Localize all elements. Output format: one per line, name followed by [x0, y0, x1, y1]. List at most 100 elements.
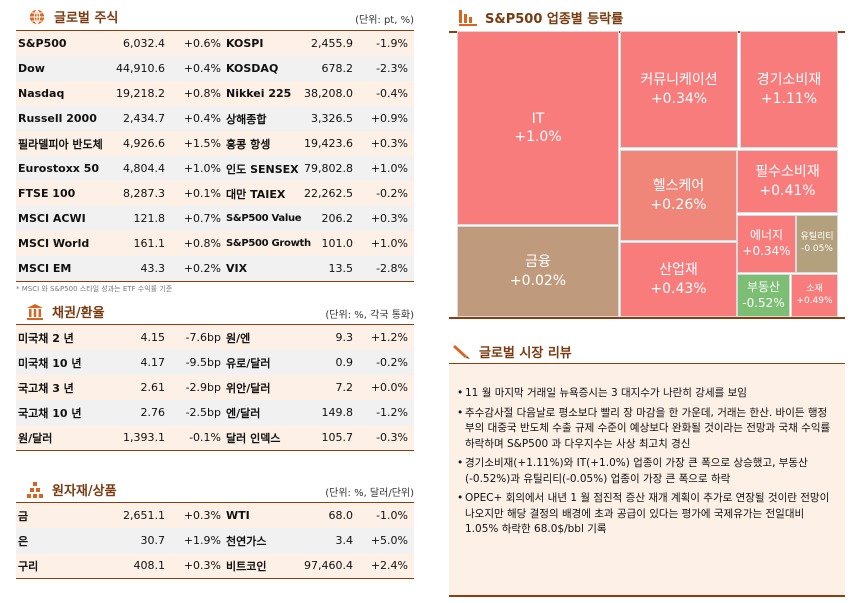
sector-tile: 유틸리티 -0.05%	[796, 215, 838, 273]
table-row: 금 2,651.1 +0.3% WTI 68.0 -1.0%	[16, 503, 414, 528]
cell-change: -9.5bp	[185, 356, 221, 369]
cell-name: Nasdaq	[18, 87, 65, 100]
cell-change: +0.2%	[183, 262, 221, 275]
cell-change: +0.4%	[183, 112, 221, 125]
cell-value: 161.1	[133, 237, 166, 250]
cell-name: 국고채 10 년	[18, 406, 82, 420]
sector-change: +0.34%	[742, 244, 791, 258]
review-list: 11 월 마지막 거래일 뉴욕증시는 3 대지수가 나란히 강세를 보임 추수감…	[449, 364, 845, 595]
cell-change: +0.1%	[183, 187, 221, 200]
cell-name2: 위안/달러	[226, 381, 271, 395]
cell-change: -2.9bp	[185, 381, 221, 394]
cell-value: 4.15	[140, 331, 166, 344]
cell-value2: 97,460.4	[304, 559, 353, 572]
cell-name: Russell 2000	[18, 112, 97, 125]
cell-value2: 22,262.5	[304, 187, 353, 200]
sector-name: 소재	[806, 283, 823, 294]
cell-change: +0.3%	[183, 509, 221, 522]
sector-name: 부동산	[746, 279, 781, 294]
cell-change2: +0.3%	[370, 212, 408, 225]
cell-name: 미국채 2 년	[18, 331, 74, 345]
cell-change2: -2.8%	[376, 262, 408, 275]
sectors-section-title: S&P500 업종별 등락률	[459, 8, 623, 27]
sector-tile: 부동산 -0.52%	[737, 274, 790, 317]
cell-name: 필라델피아 반도체	[18, 137, 103, 151]
table-row: Dow 44,910.6 +0.4% KOSDAQ 678.2 -2.3%	[16, 56, 414, 81]
cell-name2: 홍콩 항셍	[226, 137, 271, 151]
cell-value2: 79,802.8	[304, 162, 353, 175]
table-row: 필라델피아 반도체 4,926.6 +1.5% 홍콩 항셍 19,423.6 +0.3%	[16, 131, 414, 156]
sector-change: +0.34%	[650, 90, 708, 107]
divider	[449, 317, 845, 319]
cell-name: FTSE 100	[18, 187, 76, 200]
sector-change: +1.0%	[514, 129, 562, 145]
sectors-title: S&P500 업종별 등락률	[485, 12, 624, 27]
bonds-table: 미국채 2 년 4.15 -7.6bp 원/엔 9.3 +1.2% 미국채 10 년 4.17…	[16, 324, 414, 451]
cell-name2: 상해종합	[226, 112, 267, 126]
cell-value: 44,910.6	[116, 62, 165, 75]
sector-change: +1.11%	[760, 90, 818, 107]
cell-value: 2,651.1	[123, 509, 165, 522]
cell-change2: -1.0%	[376, 509, 408, 522]
sector-name: 커뮤니케이션	[640, 72, 718, 89]
sector-tile: 경기소비재 +1.11%	[740, 31, 838, 148]
cell-name: 은	[18, 534, 29, 548]
cell-change2: +2.4%	[370, 559, 408, 572]
cell-change: -7.6bp	[185, 331, 221, 344]
sector-name: 산업재	[659, 262, 698, 279]
cell-name: Dow	[18, 62, 45, 75]
cell-change: -2.5bp	[185, 406, 221, 419]
cell-value2: 13.5	[328, 262, 354, 275]
bonds-title: 채권/환율	[52, 306, 105, 321]
cell-value: 4.17	[140, 356, 166, 369]
cell-name2: S&P500 Growth	[226, 238, 311, 249]
cell-change2: -0.3%	[376, 431, 408, 444]
cell-change2: -0.2%	[376, 187, 408, 200]
sector-name: 경기소비재	[756, 72, 822, 89]
review-bullet: OPEC+ 회의에서 내년 1 월 점진적 증산 재개 계획이 추가로 연장될 …	[457, 491, 835, 538]
cell-value: 43.3	[140, 262, 166, 275]
cell-name: 구리	[18, 559, 39, 573]
cell-name2: WTI	[226, 509, 250, 522]
cell-name2: 유로/달러	[226, 356, 271, 370]
cell-value2: 149.8	[321, 406, 354, 419]
sector-tile: IT +1.0%	[457, 31, 619, 225]
cell-name: Eurostoxx 50	[18, 162, 100, 175]
sector-tile: 금융 +0.02%	[457, 226, 619, 317]
cell-change: +0.8%	[183, 87, 221, 100]
cell-name2: 원/엔	[226, 331, 251, 345]
cell-change: +0.7%	[183, 212, 221, 225]
equity-unit: (단위: pt, %)	[355, 15, 414, 26]
equity-footnote: * MSCI 와 S&P500 스타일 성과는 ETF 수익률 기준	[16, 285, 173, 293]
cell-change2: +0.9%	[370, 112, 408, 125]
bar-chart-icon	[459, 9, 477, 26]
sector-treemap: IT +1.0% 금융 +0.02% 커뮤니케이션 +0.34% 경기소비재 +1.11% 헬스…	[457, 31, 838, 317]
cell-value2: 3,326.5	[311, 112, 353, 125]
commodities-unit: (단위: %, 달러/단위)	[325, 488, 414, 499]
bonds-unit: (단위: %, 각국 통화)	[325, 310, 414, 321]
cell-value: 6,032.4	[123, 37, 165, 50]
cell-name: MSCI EM	[18, 262, 72, 275]
cell-value2: 105.7	[321, 431, 354, 444]
sector-name: 유틸리티	[800, 232, 834, 243]
table-row: 원/달러 1,393.1 -0.1% 달러 인덱스 105.7 -0.3%	[16, 425, 414, 450]
cell-change: -0.1%	[189, 431, 221, 444]
cell-name: 국고채 3 년	[18, 381, 74, 395]
cell-change2: +1.2%	[370, 331, 408, 344]
cell-value: 8,287.3	[123, 187, 165, 200]
cell-value: 2.61	[140, 381, 166, 394]
table-row: Eurostoxx 50 4,804.4 +1.0% 인도 SENSEX 79,802.…	[16, 156, 414, 181]
sector-tile: 필수소비재 +0.41%	[737, 150, 838, 213]
cell-name2: KOSDAQ	[226, 62, 279, 75]
sector-change: +0.26%	[650, 196, 707, 213]
cell-name2: 대만 TAIEX	[226, 187, 286, 201]
cell-change2: -0.2%	[376, 356, 408, 369]
cell-name: MSCI ACWI	[18, 212, 86, 225]
cell-value: 4,926.6	[123, 137, 165, 150]
commodities-table: 금 2,651.1 +0.3% WTI 68.0 -1.0% 은 30.7 +1.9% 천연가스 3…	[16, 502, 414, 579]
cell-name2: Nikkei 225	[226, 87, 292, 100]
cell-change: +1.0%	[183, 162, 221, 175]
cell-change: +0.6%	[183, 37, 221, 50]
equity-table: S&P500 6,032.4 +0.6% KOSPI 2,455.9 -1.9% Dow 44…	[16, 30, 414, 282]
review-bullet: 경기소비재(+1.11%)와 IT(+1.0%) 업종이 가장 큰 폭으로 상승…	[457, 456, 835, 487]
